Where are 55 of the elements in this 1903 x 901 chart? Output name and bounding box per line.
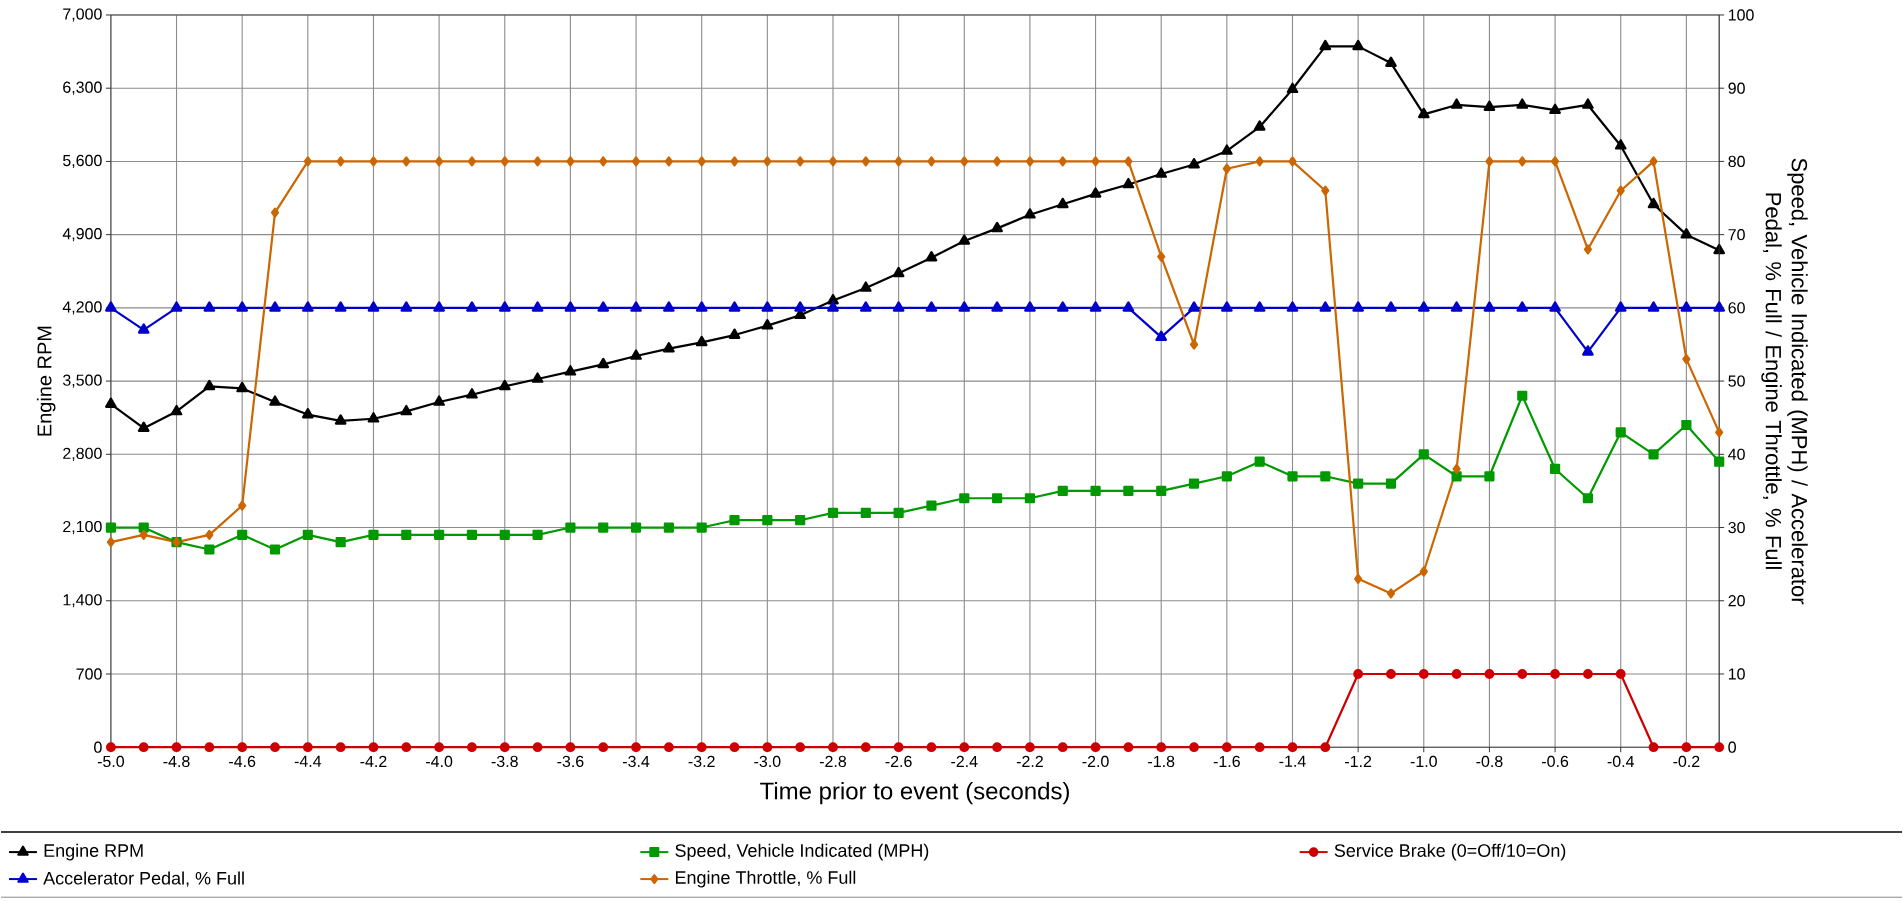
x-tick-label: -5.0 xyxy=(97,755,125,768)
y2-tick-label: 40 xyxy=(1728,448,1745,460)
x-tick-label: -3.2 xyxy=(688,755,715,768)
x-tick-label: -3.8 xyxy=(491,755,518,768)
y2-tick-label: 50 xyxy=(1728,375,1745,387)
x-tick-label: -1.4 xyxy=(1279,755,1306,767)
y-tick-label: 5,600 xyxy=(63,154,102,168)
y-tick-label: 1,400 xyxy=(63,594,102,608)
y2-tick-label: 10 xyxy=(1728,668,1745,680)
y2-tick-label: 90 xyxy=(1728,82,1745,94)
x-tick-label: -2.8 xyxy=(819,755,847,768)
x-tick-label: -0.4 xyxy=(1607,755,1635,768)
legend-label: Speed, Vehicle Indicated (MPH) xyxy=(675,843,929,861)
y2-axis-title: Speed, Vehicle Indicated (MPH) / Accelerator Pedal, % Full / Engine Throttle, % Full xyxy=(1761,158,1808,605)
y-tick-label: 0 xyxy=(94,741,102,753)
x-tick-label: -3.6 xyxy=(557,755,584,768)
x-tick-label: -0.8 xyxy=(1476,755,1503,768)
x-tick-label: -3.0 xyxy=(754,755,781,768)
y2-tick-label: 80 xyxy=(1728,155,1745,168)
x-tick-label: -1.0 xyxy=(1410,755,1437,768)
x-tick-label: -4.2 xyxy=(360,755,387,767)
y2-tick-label: 60 xyxy=(1728,302,1745,314)
x-tick-label: -4.8 xyxy=(163,755,190,768)
x-tick-label: -4.4 xyxy=(294,755,322,767)
x-tick-label: -2.0 xyxy=(1082,755,1109,768)
legend-label: Service Brake (0=Off/10=On) xyxy=(1334,843,1566,861)
y2-tick-label: 100 xyxy=(1728,9,1754,21)
y-tick-label: 6,300 xyxy=(63,81,102,95)
x-tick-label: -2.2 xyxy=(1016,755,1043,767)
x-tick-label: -1.2 xyxy=(1345,755,1372,767)
x-axis-title: Time prior to event (seconds) xyxy=(760,781,1069,805)
y-tick-label: 7,000 xyxy=(63,8,102,22)
y-axis-title: Engine RPM xyxy=(36,326,56,436)
x-tick-label: -2.6 xyxy=(885,755,912,768)
x-tick-label: -1.6 xyxy=(1213,755,1240,768)
y2-tick-label: 70 xyxy=(1728,228,1745,241)
y2-tick-label: 0 xyxy=(1728,741,1736,753)
y-tick-label: 4,200 xyxy=(62,301,102,315)
y-tick-label: 4,900 xyxy=(62,228,102,242)
x-tick-label: -1.8 xyxy=(1148,755,1175,768)
y-tick-label: 2,100 xyxy=(63,520,102,535)
legend-label: Accelerator Pedal, % Full xyxy=(43,871,244,887)
legend-label: Engine Throttle, % Full xyxy=(675,870,856,888)
x-tick-label: -0.2 xyxy=(1673,755,1700,768)
x-tick-label: -2.4 xyxy=(951,755,978,767)
y-tick-label: 2,800 xyxy=(63,447,102,461)
x-tick-label: -3.4 xyxy=(622,755,650,768)
x-tick-label: -0.6 xyxy=(1542,755,1569,768)
x-tick-label: -4.6 xyxy=(229,755,256,768)
y2-tick-label: 20 xyxy=(1728,595,1745,607)
legend-label: Engine RPM xyxy=(44,843,143,861)
y-tick-label: 700 xyxy=(76,668,102,680)
x-tick-label: -4.0 xyxy=(426,755,453,768)
y-tick-label: 3,500 xyxy=(62,374,102,388)
y2-tick-label: 30 xyxy=(1728,521,1745,534)
